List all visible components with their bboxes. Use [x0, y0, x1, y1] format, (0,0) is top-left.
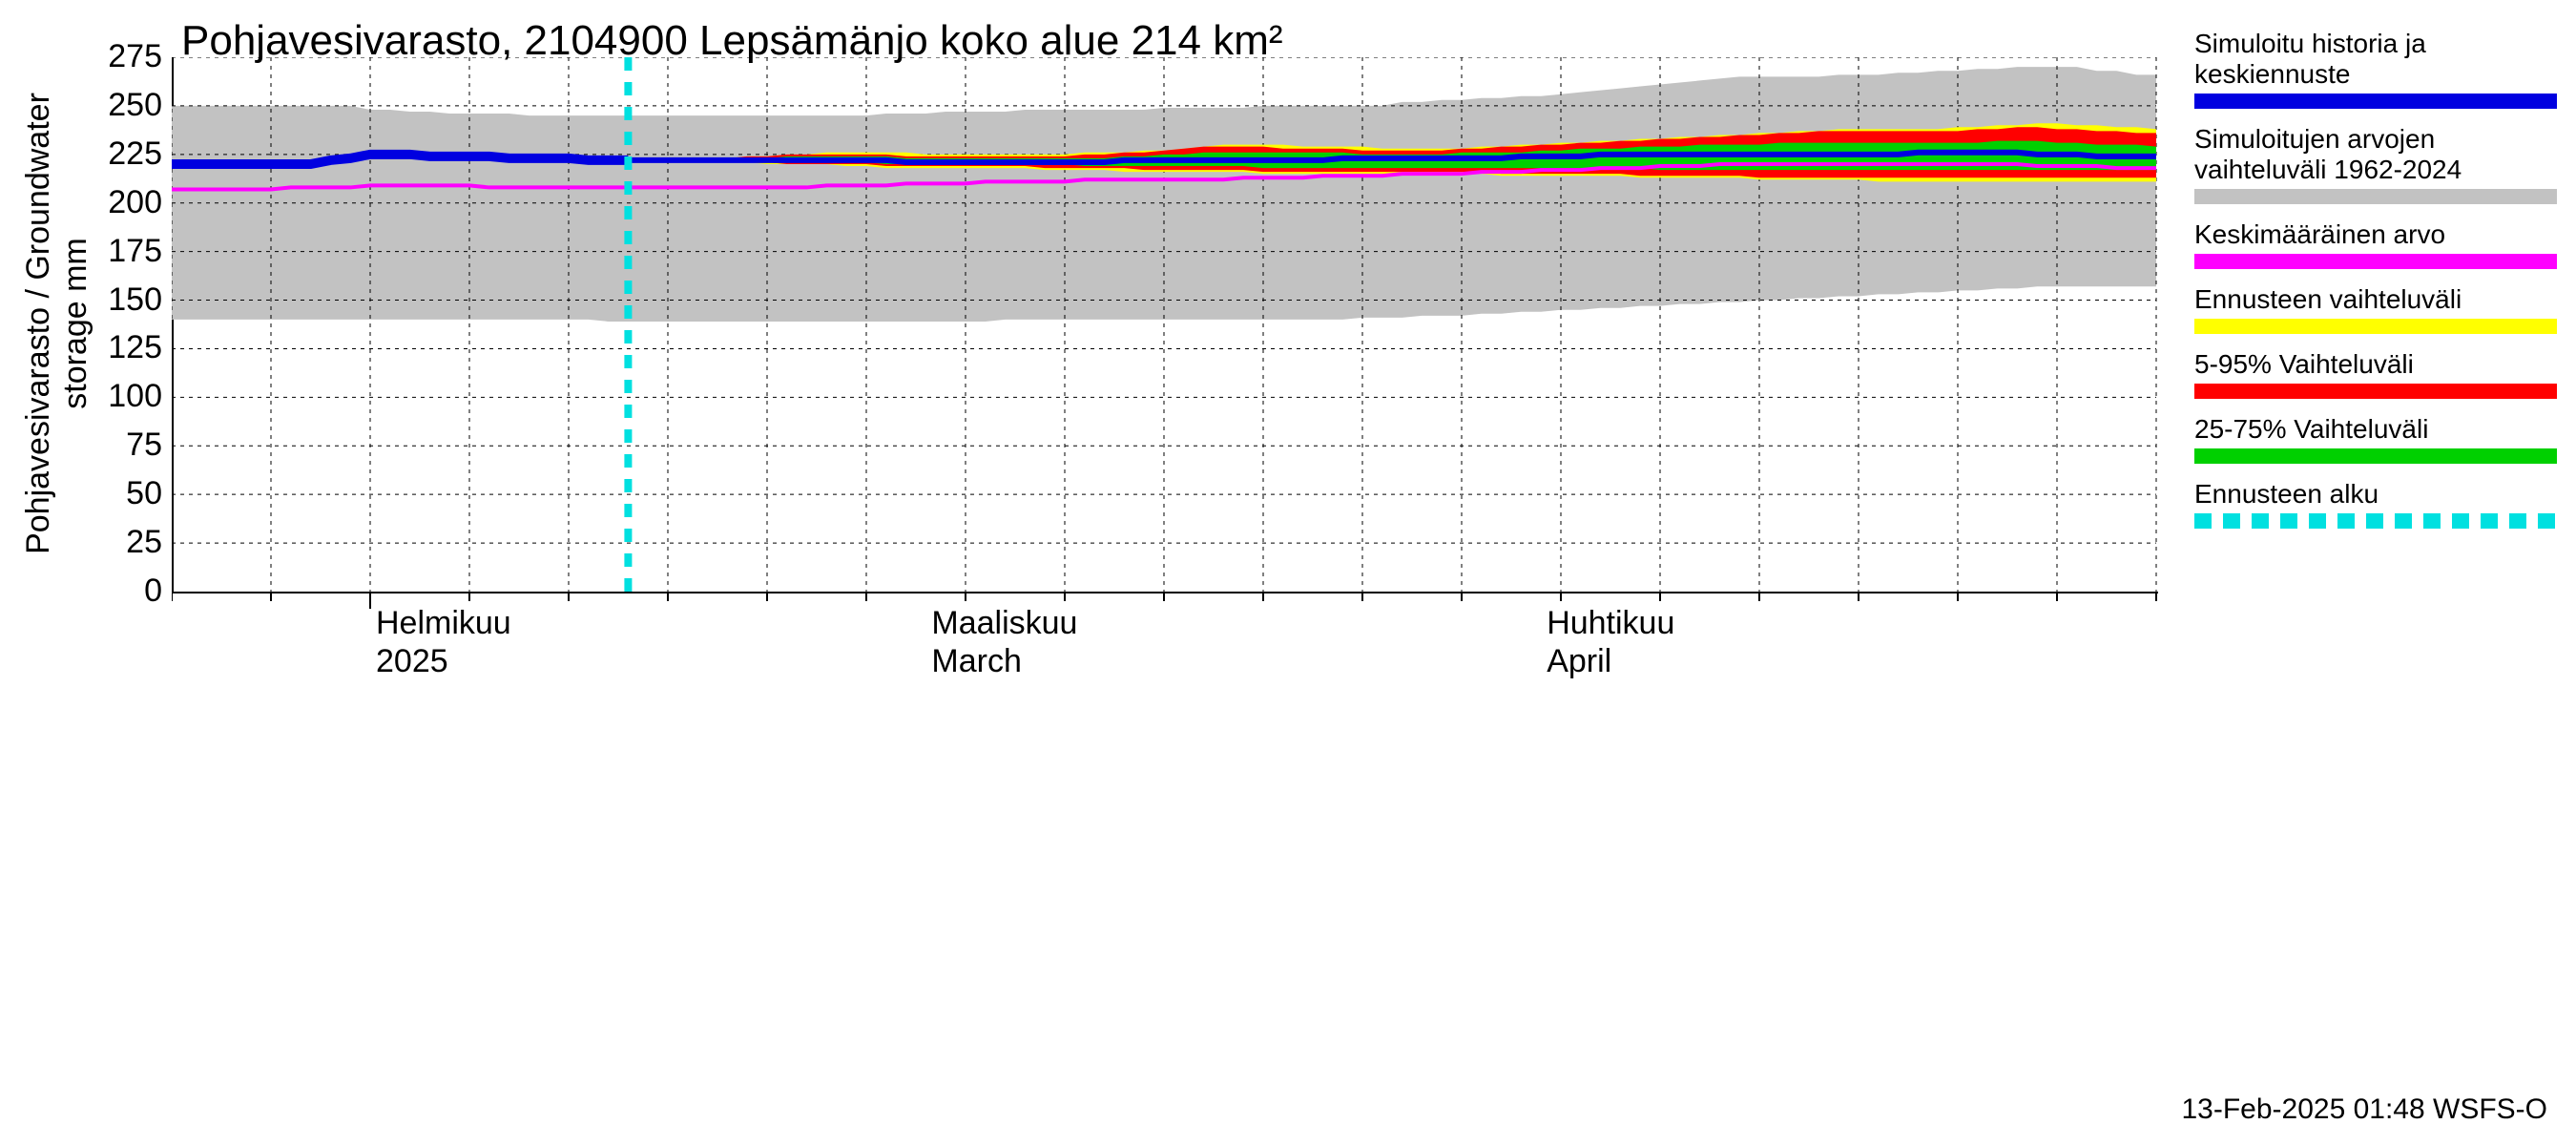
legend-label: Ennusteen vaihteluväli	[2194, 284, 2557, 315]
y-tick-label: 100	[86, 378, 162, 415]
legend-item: Simuloitujen arvojen vaihteluväli 1962-2…	[2194, 124, 2557, 204]
y-tick-label: 75	[86, 427, 162, 464]
legend-swatch	[2194, 94, 2557, 109]
y-tick-label: 0	[86, 572, 162, 610]
legend: Simuloitu historia ja keskiennuste Simulo…	[2194, 29, 2557, 544]
y-tick-label: 25	[86, 524, 162, 561]
legend-item: Keskimääräinen arvo	[2194, 219, 2557, 269]
legend-item: 25-75% Vaihteluväli	[2194, 414, 2557, 464]
legend-item: 5-95% Vaihteluväli	[2194, 349, 2557, 399]
x-tick-sublabel: March	[931, 643, 1021, 680]
y-tick-label: 225	[86, 135, 162, 173]
chart-container: Pohjavesivarasto / Groundwater storage m…	[0, 0, 2576, 1145]
legend-item: Simuloitu historia ja keskiennuste	[2194, 29, 2557, 109]
plot-svg	[172, 57, 2194, 630]
legend-swatch	[2194, 384, 2557, 399]
x-tick-sublabel: 2025	[376, 643, 448, 680]
legend-swatch	[2194, 254, 2557, 269]
legend-label: Simuloitujen arvojen vaihteluväli 1962-2…	[2194, 124, 2557, 185]
y-tick-label: 200	[86, 184, 162, 221]
legend-swatch	[2194, 319, 2557, 334]
y-tick-label: 125	[86, 329, 162, 366]
x-tick-label: Helmikuu	[376, 605, 511, 642]
legend-label: Keskimääräinen arvo	[2194, 219, 2557, 250]
chart-footer: 13-Feb-2025 01:48 WSFS-O	[2181, 1093, 2547, 1126]
legend-label: Simuloitu historia ja keskiennuste	[2194, 29, 2557, 90]
y-tick-label: 150	[86, 281, 162, 319]
x-tick-sublabel: April	[1547, 643, 1611, 680]
legend-swatch	[2194, 513, 2557, 529]
y-tick-label: 250	[86, 87, 162, 124]
legend-label: Ennusteen alku	[2194, 479, 2557, 510]
legend-label: 25-75% Vaihteluväli	[2194, 414, 2557, 445]
legend-item: Ennusteen alku	[2194, 479, 2557, 529]
x-tick-label: Huhtikuu	[1547, 605, 1674, 642]
y-axis-label: Pohjavesivarasto / Groundwater storage m…	[20, 37, 94, 610]
y-tick-label: 175	[86, 233, 162, 270]
legend-swatch	[2194, 189, 2557, 204]
y-tick-label: 275	[86, 38, 162, 75]
legend-label: 5-95% Vaihteluväli	[2194, 349, 2557, 380]
legend-swatch	[2194, 448, 2557, 464]
legend-item: Ennusteen vaihteluväli	[2194, 284, 2557, 334]
y-tick-label: 50	[86, 475, 162, 512]
x-tick-label: Maaliskuu	[931, 605, 1077, 642]
